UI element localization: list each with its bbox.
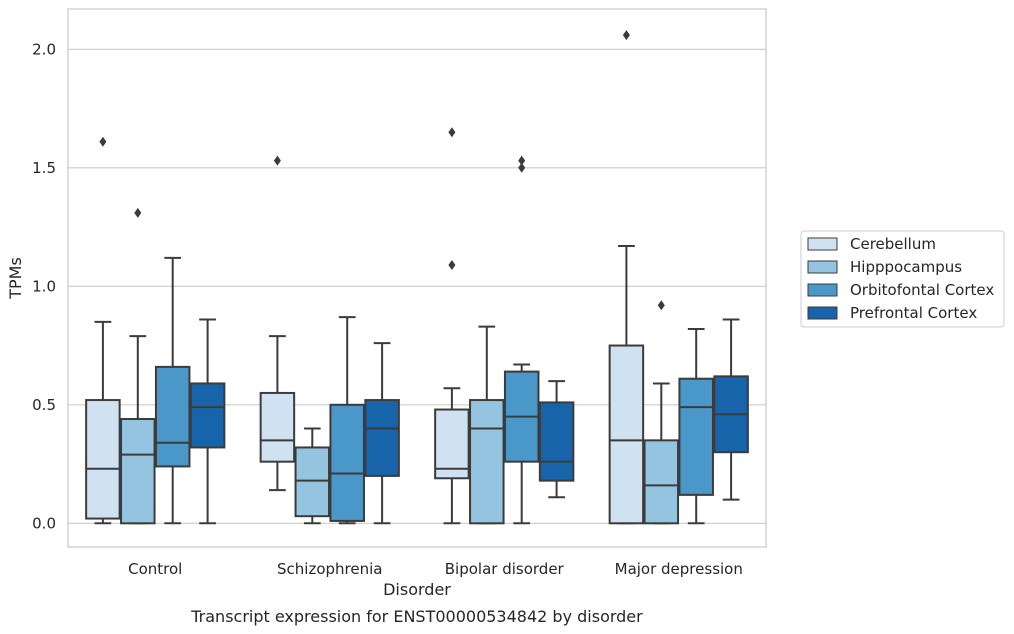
box-0-3 [189,318,226,525]
x-tick-label: Schizophrenia [277,560,382,578]
iqr-box [154,365,191,468]
x-tick-label: Major depression [615,560,743,578]
box-2-3 [538,380,575,499]
outlier-point [518,155,526,166]
legend-label: Prefrontal Cortex [850,304,977,322]
legend-frame [800,230,1005,328]
y-tick-label: 2.0 [32,40,56,58]
x-axis-ticks: Control Schizophrenia Bipolar disorder Majo… [128,560,743,578]
iqr-box [120,418,156,525]
iqr-box [189,382,226,449]
box-3-2 [678,327,714,525]
iqr-box [538,401,575,482]
box-3-3 [713,318,749,501]
outlier-point [448,259,456,270]
outlier-point [657,300,665,311]
y-tick-label: 1.5 [32,159,56,177]
box-2-1 [469,325,505,525]
y-tick-label: 0.0 [32,514,56,532]
boxes [85,30,749,525]
plot-area [67,8,767,548]
iqr-box [643,439,680,525]
box-0-1 [120,207,156,525]
x-axis-label: Disorder [383,580,451,599]
box-1-0 [259,155,296,492]
legend-label: Cerebellum [850,235,936,253]
box-3-0 [608,30,645,525]
iqr-box [329,403,365,522]
outlier-point [99,136,107,147]
outlier-point [134,207,142,218]
outlier-point [448,127,456,138]
legend-swatch [807,260,838,274]
box-1-1 [294,427,331,525]
iqr-box [469,399,505,525]
legend-item: Cerebellum [807,235,936,253]
box-1-2 [329,316,365,525]
legend-swatch [807,306,838,320]
outlier-point [518,162,526,173]
iqr-box [678,377,714,496]
legend-swatch [807,283,838,297]
iqr-box [259,391,296,463]
y-tick-label: 0.5 [32,396,56,414]
outlier-point [622,30,630,41]
legend-label: Hipppocampus [850,258,962,276]
iqr-box [364,399,400,477]
box-3-1 [643,300,680,525]
box-2-0 [434,127,470,525]
y-axis-ticks: 0.0 0.5 1.0 1.5 2.0 [32,40,56,532]
box-2-2 [503,155,540,525]
legend-swatch [807,237,838,251]
x-tick-label: Control [128,560,182,578]
box-0-0 [85,136,121,525]
legend-item: Hipppocampus [807,258,962,276]
iqr-box [608,344,645,525]
legend-label: Orbitofontal Cortex [850,281,994,299]
legend: Cerebellum Hipppocampus Orbitofontal Corte… [800,230,1005,328]
legend-item: Prefrontal Cortex [807,304,977,322]
iqr-box [434,408,470,480]
legend-item: Orbitofontal Cortex [807,281,994,299]
x-tick-label: Bipolar disorder [445,560,565,578]
box-0-2 [154,256,191,525]
chart-caption: Transcript expression for ENST0000053484… [190,607,643,626]
y-tick-label: 1.0 [32,277,56,295]
iqr-box [85,399,121,520]
outlier-point [273,155,281,166]
box-1-3 [364,342,400,525]
y-axis-label: TPMs [6,257,25,300]
iqr-box [294,446,331,518]
